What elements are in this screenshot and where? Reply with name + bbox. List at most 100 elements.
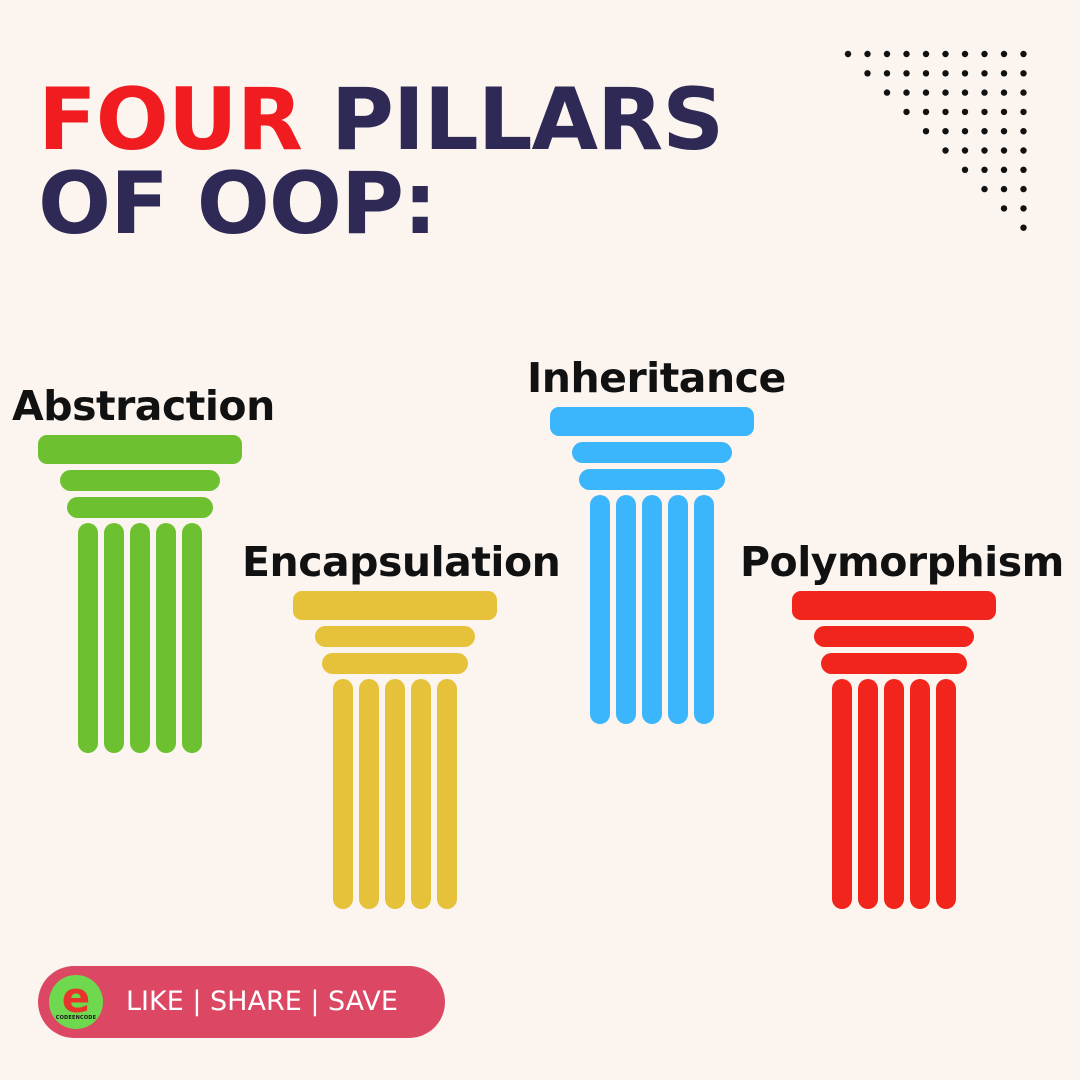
decor-dot [981,128,988,135]
decor-dot [981,89,988,96]
pillar-column [668,495,688,724]
decor-dot [922,70,930,77]
pillar-column [590,495,610,724]
decor-dot [1020,147,1027,154]
pillar-label-inheritance: Inheritance [527,354,786,402]
logo-letter: e [61,973,91,1022]
decor-dot [883,50,891,58]
decor-dot [1020,166,1027,173]
cta-text: LIKE | SHARE | SAVE [126,986,398,1017]
pillar-column [910,679,930,909]
decor-dot [903,108,910,116]
page-title: FOUR PILLARS OF OOP: [38,77,724,254]
decor-dot [961,128,969,135]
pillar-band-lower [67,497,213,518]
pillar-capital [550,407,754,436]
pillar-column [104,523,124,753]
title-line-2: OF OOP: [38,154,437,254]
decor-dot [1000,205,1008,212]
pillar-column [936,679,956,909]
decor-dot [961,108,969,116]
decor-dot [922,50,930,58]
decor-dot [961,147,969,154]
decor-dot [864,50,871,58]
pillar-column [858,679,878,909]
pillar-label-encapsulation: Encapsulation [242,538,561,586]
pillar-encapsulation [293,591,497,909]
pillar-column [694,495,714,724]
decor-dot [981,108,988,116]
title-accent: FOUR [38,70,303,170]
decor-dot [922,89,930,96]
decor-dot [1000,147,1008,154]
pillar-band-upper [814,626,974,647]
decor-dot [844,50,852,58]
decor-dot [1020,185,1027,193]
decor-dot [1020,89,1027,96]
decor-dot [1020,50,1027,58]
decor-dot [981,50,988,58]
pillar-band-upper [572,442,732,463]
decor-dot [1020,205,1027,212]
like-share-save-button[interactable]: e CODEENCODE LIKE | SHARE | SAVE [38,966,445,1038]
pillar-label-polymorphism: Polymorphism [740,538,1064,586]
pillar-column [385,679,405,909]
decor-dot [1020,108,1027,116]
pillar-band-lower [579,469,725,490]
pillar-column [884,679,904,909]
logo-wordmark: CODEENCODE [55,1015,97,1021]
pillar-column [437,679,457,909]
decor-dot [961,89,969,96]
pillar-column [359,679,379,909]
title-line-1: FOUR PILLARS [38,77,724,163]
codeencode-logo: e CODEENCODE [49,975,103,1029]
pillar-abstraction [38,435,242,753]
title-rest: PILLARS [330,70,724,170]
pillar-column [616,495,636,724]
pillar-capital [38,435,242,464]
decor-dot [942,147,949,154]
decor-dot [903,89,910,96]
pillar-column [182,523,202,753]
pillar-band-lower [322,653,468,674]
decor-dot [942,108,949,116]
decor-dot [961,50,969,58]
decor-dot [903,70,910,77]
pillar-column [130,523,150,753]
decor-dot [883,89,891,96]
pillar-column [642,495,662,724]
pillar-capital [293,591,497,620]
pillar-capital [792,591,996,620]
decor-dot [1020,224,1027,231]
pillar-inheritance [550,407,754,724]
pillar-band-upper [60,470,220,491]
decor-dot [1000,70,1008,77]
decor-dot [1000,89,1008,96]
decor-dot [961,166,969,173]
decor-dot [883,70,891,77]
decor-dot [903,50,910,58]
decor-dot [1000,128,1008,135]
pillar-column [156,523,176,753]
pillar-polymorphism [792,591,996,909]
decor-dot [981,70,988,77]
decor-dot [942,128,949,135]
decor-dot [1000,166,1008,173]
decor-dot [942,70,949,77]
pillar-band-lower [821,653,967,674]
decor-dot [1000,185,1008,193]
pillar-column [78,523,98,753]
pillar-column [832,679,852,909]
decor-dot [864,70,871,77]
decor-dot [1020,70,1027,77]
decor-dot [922,128,930,135]
decor-dot [981,147,988,154]
pillar-column [411,679,431,909]
dot-pattern-decoration [844,50,1027,231]
decor-dot [942,89,949,96]
pillar-band-upper [315,626,475,647]
decor-dot [1000,108,1008,116]
decor-dot [922,108,930,116]
decor-dot [1000,50,1008,58]
decor-dot [942,50,949,58]
